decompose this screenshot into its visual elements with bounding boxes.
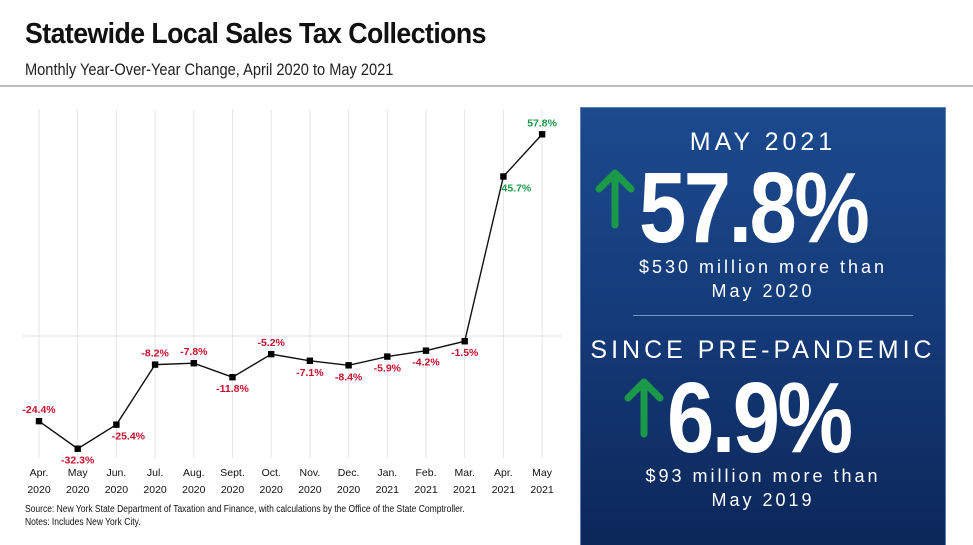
data-point-marker xyxy=(538,131,546,138)
data-point-marker xyxy=(190,360,197,367)
data-label: -24.4% xyxy=(22,404,56,416)
x-tick-label-month: Dec. xyxy=(338,467,360,479)
data-label: -7.8% xyxy=(180,346,208,358)
x-tick-label-month: Nov. xyxy=(299,467,320,479)
gridlines xyxy=(22,109,562,458)
summary-panel: MAY 2021 57.8% $530 million more than Ma… xyxy=(580,107,946,545)
data-point-marker xyxy=(306,357,314,364)
data-point-marker xyxy=(422,347,430,354)
data-label: -8.4% xyxy=(335,371,363,383)
data-label: 57.8% xyxy=(527,117,557,129)
data-label: -7.1% xyxy=(296,367,324,379)
data-label: -5.2% xyxy=(257,337,285,349)
may-2021-detail-line2: May 2020 xyxy=(711,281,815,301)
x-tick-label-year: 2020 xyxy=(143,484,167,496)
data-point-marker xyxy=(229,373,236,381)
data-labels: -24.4% -32.3% -25.4% -8.2% -7.8% -11.8% -5.2% -… xyxy=(22,117,557,466)
data-label: -32.3% xyxy=(61,455,95,467)
data-point-marker xyxy=(461,338,468,345)
up-arrow-icon xyxy=(624,378,664,438)
data-label: -11.8% xyxy=(216,383,249,395)
data-point-marker xyxy=(268,350,275,358)
x-tick-label-month: Mar. xyxy=(454,467,474,479)
chart-title: Statewide Local Sales Tax Collections xyxy=(25,18,487,50)
x-tick-label-year: 2021 xyxy=(453,484,477,496)
data-point-marker xyxy=(151,361,159,368)
x-tick-label-month: May xyxy=(68,467,89,479)
notes: Notes: Includes New York City. xyxy=(25,517,141,528)
may-2021-detail-line1: $530 million more than xyxy=(638,257,888,277)
x-tick-label-month: Sept. xyxy=(220,467,245,479)
x-tick-label-year: 2020 xyxy=(27,484,51,496)
data-point-marker xyxy=(35,417,43,425)
series-line-path xyxy=(38,133,543,450)
x-axis-labels: Apr. 2020 May 2020 Jun. 2020 Jul. 2020 Aug. 2020 S… xyxy=(27,467,554,496)
pre-pandemic-detail-line2: May 2019 xyxy=(711,490,815,510)
pre-pandemic-detail-line1: $93 million more than xyxy=(645,466,881,486)
header-divider xyxy=(0,85,973,87)
x-tick-label-year: 2021 xyxy=(376,484,400,496)
data-point-marker xyxy=(113,421,120,428)
up-arrow-icon xyxy=(595,169,635,229)
data-label: -25.4% xyxy=(112,431,146,443)
x-tick-label-month: Aug. xyxy=(183,467,205,479)
panel-divider xyxy=(633,315,913,316)
data-point-marker xyxy=(74,445,81,452)
data-label: -4.2% xyxy=(412,357,440,369)
may-2021-heading: MAY 2021 xyxy=(689,128,837,156)
x-tick-label-month: May xyxy=(532,467,553,479)
data-points xyxy=(35,131,546,452)
x-tick-label-year: 2021 xyxy=(530,484,554,496)
source-note: Source: New York State Department of Tax… xyxy=(25,504,465,515)
pre-pandemic-value: 6.9% xyxy=(667,362,853,474)
data-point-marker xyxy=(345,362,352,369)
x-tick-label-year: 2021 xyxy=(414,484,438,496)
data-point-marker xyxy=(384,353,391,360)
x-tick-label-month: Jul. xyxy=(147,467,163,479)
x-tick-label-year: 2020 xyxy=(105,484,129,496)
x-tick-label-year: 2021 xyxy=(492,484,516,496)
chart-subtitle: Monthly Year-Over-Year Change, April 202… xyxy=(25,60,394,79)
may-2021-value: 57.8% xyxy=(639,152,870,264)
pre-pandemic-heading: SINCE PRE-PANDEMIC xyxy=(590,336,936,364)
x-tick-label-year: 2020 xyxy=(298,484,322,496)
x-tick-label-month: Feb. xyxy=(415,467,436,479)
x-tick-label-year: 2020 xyxy=(66,484,90,496)
x-tick-label-year: 2020 xyxy=(260,484,284,496)
data-point-marker xyxy=(500,173,507,180)
data-label: -8.2% xyxy=(141,348,169,360)
x-tick-label-year: 2020 xyxy=(221,484,245,496)
x-tick-label-month: Apr. xyxy=(30,467,49,479)
x-tick-label-year: 2020 xyxy=(337,484,361,496)
x-tick-label-month: Apr. xyxy=(494,467,513,479)
data-label: -5.9% xyxy=(374,363,402,375)
data-label: -1.5% xyxy=(451,347,479,359)
series-line xyxy=(38,133,543,450)
x-tick-label-month: Oct. xyxy=(262,467,281,479)
x-tick-label-month: Jan. xyxy=(377,467,397,479)
x-tick-label-year: 2020 xyxy=(182,484,206,496)
x-tick-label-month: Jun. xyxy=(106,467,126,479)
data-label: 45.7% xyxy=(502,183,532,195)
line-chart: Apr. 2020 May 2020 Jun. 2020 Jul. 2020 Aug. 2020 S… xyxy=(22,109,562,496)
